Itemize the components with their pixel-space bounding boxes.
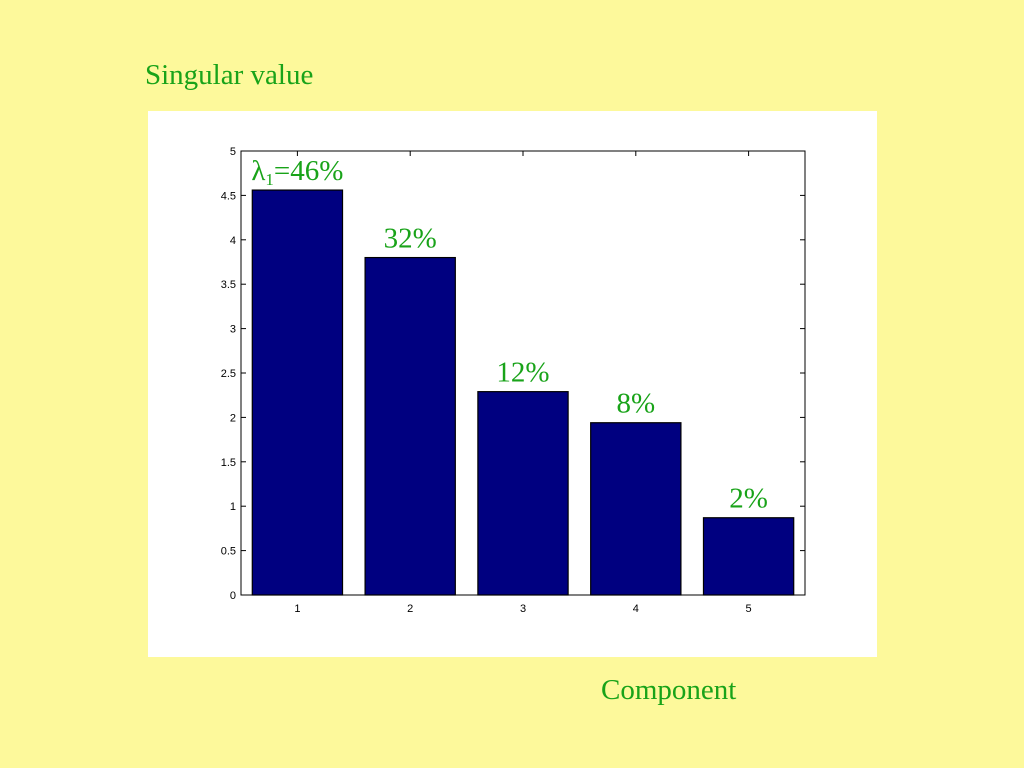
x-tick-label: 2 <box>407 603 413 615</box>
annotation-text: =46% <box>274 155 344 187</box>
bar <box>477 391 569 596</box>
y-tick-label: 4 <box>230 235 236 247</box>
y-tick-label: 0.5 <box>221 546 236 558</box>
annotation-text: 12% <box>496 357 549 389</box>
x-tick-label: 3 <box>520 603 526 615</box>
y-tick-label: 2.5 <box>221 368 236 380</box>
bar <box>364 256 456 596</box>
y-tick-label: 2 <box>230 412 236 424</box>
annotation-text: 32% <box>384 223 437 255</box>
x-tick-label: 1 <box>294 603 300 615</box>
bar-annotation: 8% <box>616 388 655 420</box>
chart-title: Singular value <box>145 59 313 91</box>
y-tick-label: 5 <box>230 146 236 158</box>
y-tick-label: 0 <box>230 590 236 602</box>
y-tick-label: 1.5 <box>221 457 236 469</box>
x-tick-label: 4 <box>633 603 639 615</box>
bar <box>251 189 344 596</box>
annotation-text: 8% <box>616 388 655 420</box>
bar <box>702 517 795 596</box>
bar <box>590 422 682 596</box>
bar-annotation: 2% <box>729 483 768 515</box>
bar-annotation: 32% <box>384 223 437 255</box>
bar-annotation: 12% <box>496 357 549 389</box>
annotation-subscript: 1 <box>265 170 274 189</box>
annotation-text: 2% <box>729 483 768 515</box>
y-tick-label: 1 <box>230 501 236 513</box>
y-tick-label: 4.5 <box>221 190 236 202</box>
plot-frame <box>240 150 806 596</box>
y-tick-label: 3 <box>230 324 236 336</box>
annotation-symbol: λ <box>251 155 265 187</box>
bar-annotation: λ1=46% <box>251 155 343 189</box>
y-tick-label: 3.5 <box>221 279 236 291</box>
x-tick-label: 5 <box>746 603 752 615</box>
x-axis-label: Component <box>601 674 736 706</box>
